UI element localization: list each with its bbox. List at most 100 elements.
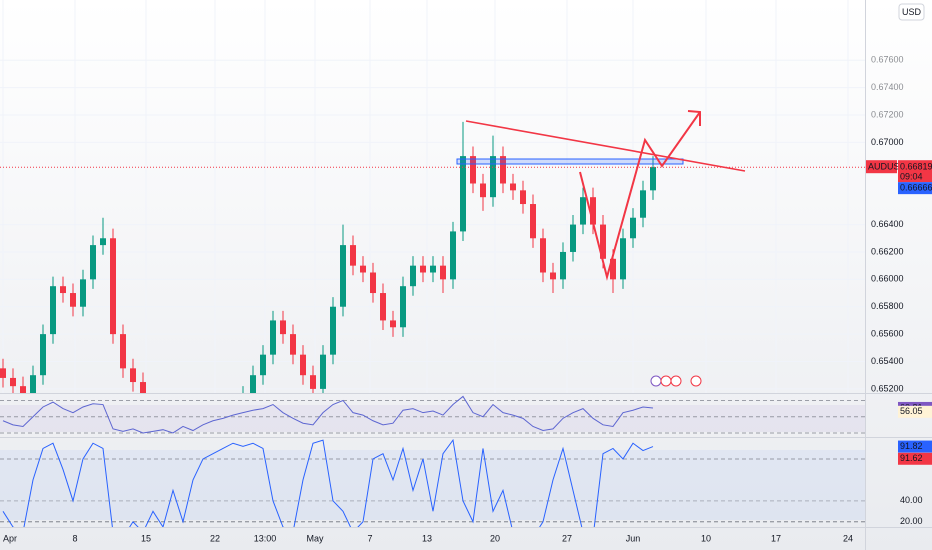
- candle-body: [280, 320, 286, 335]
- candle-body: [630, 217, 636, 239]
- y-tick-label: 0.66000: [871, 274, 904, 284]
- symbol-tag: [866, 160, 897, 174]
- candle-body: [320, 354, 326, 389]
- candle-body: [290, 334, 296, 355]
- candle-body: [120, 334, 126, 369]
- candle-body: [130, 368, 136, 383]
- candle-body: [40, 334, 46, 376]
- countdown: 09:04: [900, 172, 923, 182]
- x-tick-label: 13: [422, 533, 432, 543]
- rsi-band: [0, 405, 865, 432]
- candle-body: [390, 320, 396, 328]
- range-box: [456, 158, 684, 165]
- price-label: 0.66666: [900, 183, 932, 193]
- candle-body: [620, 238, 626, 280]
- candle-body: [20, 386, 26, 393]
- x-tick-label: 27: [562, 533, 572, 543]
- candle-body: [600, 224, 606, 259]
- y-tick-label: 0.65400: [871, 356, 904, 366]
- value-tag: [898, 452, 932, 465]
- candle-body: [330, 306, 336, 355]
- y-tick-label: 0.65200: [871, 383, 904, 393]
- last-price-label: 0.66819: [900, 162, 932, 172]
- value-label: 56.05: [900, 406, 923, 416]
- candle-body: [140, 382, 146, 393]
- candle-body: [270, 320, 276, 355]
- candle-body: [310, 375, 316, 389]
- price-tag: [898, 182, 932, 195]
- x-tick-label: 10: [701, 533, 711, 543]
- candle-body: [370, 272, 376, 294]
- y-tick-label: 0.67400: [871, 82, 904, 92]
- currency-button[interactable]: [898, 3, 925, 21]
- candle-body: [360, 265, 366, 273]
- candle-body: [510, 183, 516, 191]
- x-tick-label: 13:00: [254, 533, 277, 543]
- candle-body: [80, 279, 86, 307]
- x-tick-label: May: [306, 533, 324, 543]
- candle-body: [380, 293, 386, 321]
- x-tick-label: 7: [367, 533, 372, 543]
- event-icon[interactable]: [690, 375, 702, 387]
- value-label: 91.62: [900, 453, 923, 463]
- arrow-head: [687, 110, 701, 126]
- candle-body: [250, 375, 256, 393]
- candle-body: [500, 156, 506, 184]
- x-tick-label: 15: [141, 533, 151, 543]
- candle-body: [490, 156, 496, 198]
- candle-body: [350, 245, 356, 266]
- candle-body: [300, 354, 306, 376]
- candle-body: [480, 183, 486, 198]
- candle-body: [460, 156, 466, 232]
- candle-body: [550, 272, 556, 280]
- trend-line: [465, 120, 746, 172]
- candle-body: [420, 265, 426, 273]
- candle-body: [60, 286, 66, 294]
- candle-body: [70, 293, 76, 307]
- candle-body: [440, 265, 446, 280]
- candle-body: [650, 167, 656, 191]
- y-tick-label: 0.66400: [871, 219, 904, 229]
- y-tick-label: 0.67000: [871, 137, 904, 147]
- y-tick-label: 40.00: [900, 495, 923, 505]
- projection-path: [579, 111, 701, 281]
- value-tag: [898, 405, 932, 418]
- x-tick-label: 24: [843, 533, 853, 543]
- candle-body: [10, 377, 16, 387]
- candle-body: [400, 286, 406, 328]
- candle-body: [610, 258, 616, 280]
- event-icon[interactable]: [650, 375, 662, 387]
- currency: USD: [902, 7, 922, 17]
- candle-body: [520, 190, 526, 205]
- candle-body: [100, 238, 106, 246]
- x-tick-label: 20: [490, 533, 500, 543]
- candle-body: [50, 286, 56, 335]
- x-tick-label: 22: [210, 533, 220, 543]
- candle-body: [530, 204, 536, 239]
- candle-body: [590, 197, 596, 225]
- event-icon[interactable]: [660, 375, 672, 387]
- candle-body: [0, 368, 6, 378]
- candle-body: [640, 190, 646, 218]
- candle-body: [260, 354, 266, 376]
- y-tick-label: 20.00: [900, 516, 923, 526]
- candle-body: [430, 265, 436, 273]
- x-tick-label: 17: [771, 533, 781, 543]
- x-tick-label: Jun: [626, 533, 641, 543]
- candle-body: [340, 245, 346, 307]
- candle-body: [30, 375, 36, 393]
- x-tick-label: 8: [72, 533, 77, 543]
- event-icon[interactable]: [670, 375, 682, 387]
- candle-body: [570, 224, 576, 252]
- oscillator-line: [2, 438, 654, 527]
- candle-body: [540, 238, 546, 273]
- candle-body: [90, 245, 96, 280]
- candle-body: [580, 197, 586, 225]
- candle-body: [110, 238, 116, 335]
- value-tag: [898, 440, 932, 453]
- x-tick-label: Apr: [3, 533, 17, 543]
- symbol-label: AUDUSD: [868, 162, 907, 172]
- y-tick-label: 0.66200: [871, 246, 904, 256]
